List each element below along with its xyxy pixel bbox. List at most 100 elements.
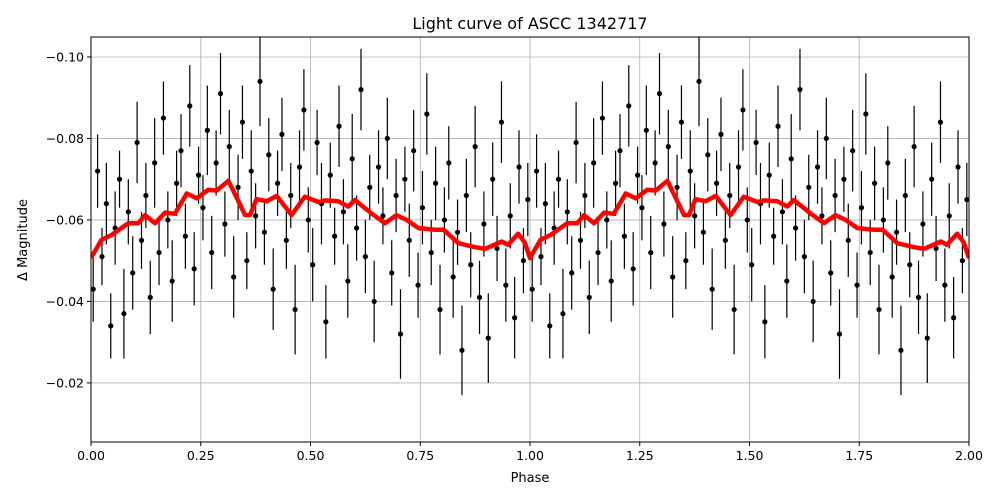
x-tick-label: 1.75	[845, 448, 873, 463]
data-point	[353, 225, 360, 231]
data-point	[889, 274, 895, 280]
data-point	[547, 323, 553, 329]
data-point	[195, 172, 202, 178]
data-point	[310, 262, 316, 268]
data-point	[516, 164, 522, 170]
data-point	[788, 156, 794, 162]
data-point	[586, 294, 592, 300]
data-point	[933, 245, 939, 252]
data-point	[472, 144, 478, 150]
data-point	[573, 139, 579, 146]
data-point	[648, 249, 654, 256]
data-point	[670, 274, 676, 280]
data-point	[248, 168, 254, 174]
data-point	[358, 86, 364, 93]
data-point	[332, 233, 338, 239]
data-point	[850, 148, 856, 154]
data-point	[437, 306, 443, 313]
data-point	[393, 192, 399, 199]
x-tick-label: 0.75	[406, 448, 434, 463]
data-point	[415, 282, 421, 288]
data-point	[775, 123, 781, 129]
x-tick-label: 1.25	[626, 448, 654, 463]
data-point	[169, 278, 175, 284]
data-point	[942, 282, 948, 288]
data-point	[314, 139, 320, 146]
data-point	[731, 306, 737, 313]
data-point	[217, 91, 224, 97]
data-point	[402, 176, 408, 182]
data-point	[143, 192, 149, 199]
data-point	[595, 249, 601, 256]
data-point	[476, 294, 483, 300]
x-tick-label: 0.00	[77, 448, 105, 463]
data-point	[468, 262, 474, 268]
data-point	[235, 184, 241, 190]
data-point	[784, 278, 790, 284]
data-point	[959, 258, 966, 264]
data-point	[542, 201, 548, 207]
data-point	[533, 168, 540, 174]
data-point	[915, 294, 922, 300]
data-point	[951, 315, 957, 321]
data-point	[279, 131, 285, 137]
data-point	[209, 249, 215, 256]
data-point	[406, 237, 412, 243]
data-point	[191, 266, 197, 272]
data-point	[617, 148, 623, 154]
data-point	[160, 115, 167, 121]
data-point	[490, 176, 496, 182]
data-point	[222, 221, 228, 227]
data-point	[819, 213, 825, 219]
data-point	[336, 123, 342, 129]
data-point	[231, 274, 237, 280]
data-point	[814, 164, 821, 170]
data-point	[147, 294, 153, 300]
data-point	[665, 144, 671, 150]
data-point	[678, 119, 685, 125]
data-point	[823, 135, 829, 142]
data-point	[463, 192, 469, 199]
grid	[90, 37, 970, 442]
data-point	[134, 139, 140, 146]
data-points	[91, 37, 969, 396]
data-point	[494, 245, 500, 252]
data-point	[454, 229, 461, 235]
data-point	[828, 270, 834, 276]
data-point	[424, 111, 430, 117]
data-point	[735, 164, 742, 170]
data-point	[239, 119, 246, 125]
data-point	[771, 233, 777, 239]
data-point	[327, 172, 333, 178]
data-point	[845, 237, 851, 243]
data-point	[876, 306, 882, 313]
data-point	[450, 274, 456, 280]
data-point	[174, 180, 180, 186]
y-tick-label: −0.02	[46, 375, 84, 390]
data-point	[924, 335, 930, 341]
data-point	[713, 180, 720, 186]
data-point	[345, 278, 351, 284]
data-point	[380, 213, 386, 219]
data-point	[832, 192, 838, 199]
data-point	[564, 209, 570, 215]
y-axis: −0.10 −0.08 −0.06 −0.04 −0.02	[46, 49, 91, 390]
data-point	[99, 254, 105, 260]
data-point	[178, 148, 184, 154]
data-point	[138, 237, 145, 243]
data-point	[244, 258, 250, 264]
data-point	[867, 249, 873, 256]
data-point	[481, 221, 487, 227]
data-point	[604, 217, 610, 223]
data-point	[872, 180, 878, 186]
data-point	[371, 298, 377, 305]
data-point	[103, 201, 109, 207]
data-point	[288, 192, 294, 199]
data-point	[893, 229, 900, 235]
data-point	[608, 278, 614, 284]
data-point	[274, 180, 281, 186]
data-point	[621, 233, 627, 239]
data-point	[200, 205, 206, 211]
data-point	[885, 160, 891, 166]
data-point	[674, 184, 680, 190]
